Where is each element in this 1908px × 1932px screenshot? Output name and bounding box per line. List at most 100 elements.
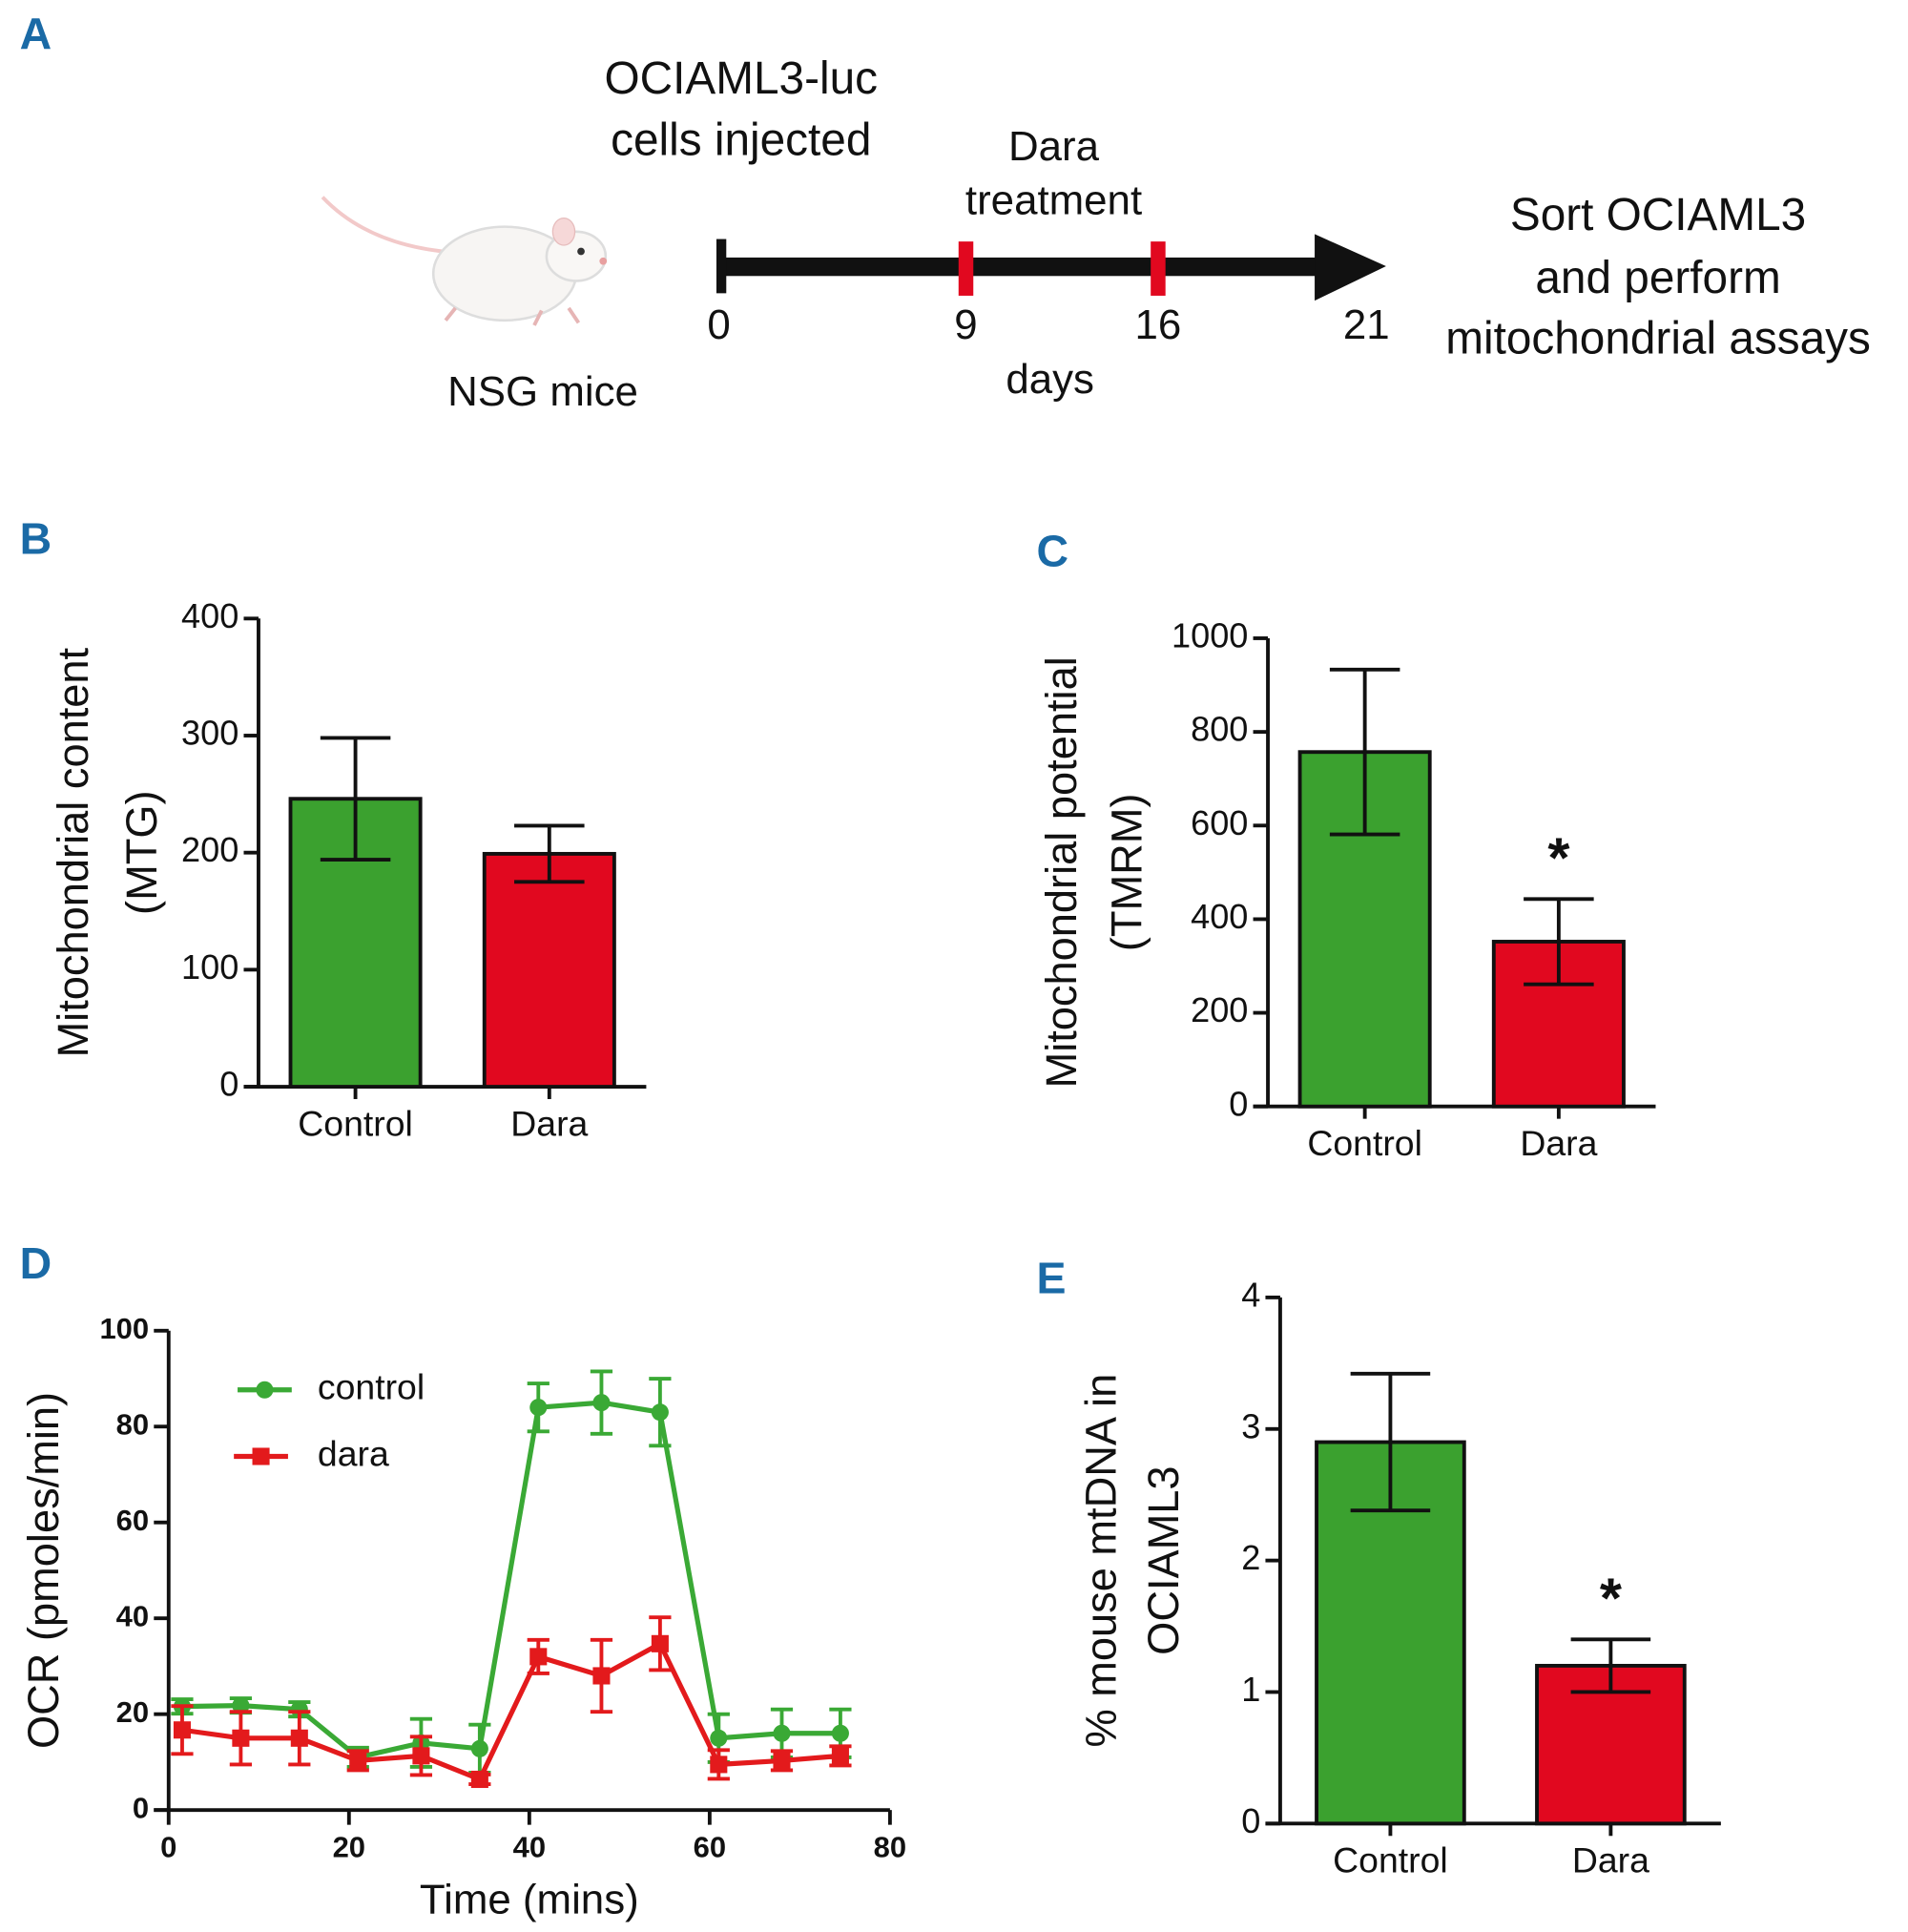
panel-label: D <box>20 1238 52 1288</box>
bar <box>482 851 616 1089</box>
treatment-label: Dara <box>1008 123 1100 170</box>
y-tick-label: 1 <box>1241 1670 1260 1709</box>
y-tick-label: 4 <box>1241 1275 1260 1314</box>
panel-label: B <box>20 514 52 564</box>
legend-marker <box>252 1447 270 1465</box>
x-axis-label: Time (mins) <box>420 1877 639 1923</box>
x-tick-label: 20 <box>333 1831 365 1864</box>
panel-label: C <box>1036 526 1068 575</box>
point <box>173 1721 191 1739</box>
y-tick-label: 1000 <box>1172 616 1248 655</box>
y-tick-label: 3 <box>1241 1406 1260 1445</box>
point <box>529 1399 548 1417</box>
y-tick-label: 400 <box>1191 897 1248 936</box>
x-tick-label: Dara <box>1572 1840 1649 1880</box>
point <box>290 1700 308 1718</box>
point <box>470 1770 488 1789</box>
annotation: * <box>1547 825 1570 889</box>
outcome-label: and perform <box>1535 253 1780 303</box>
x-tick-label: 0 <box>160 1831 176 1864</box>
y-tick-label: 300 <box>181 714 238 753</box>
annotation: * <box>1600 1566 1623 1630</box>
panel: E 0 1 2 3 4 % mouse mtDNA in OCIAML3 Control Dara… <box>1036 1253 1721 1880</box>
y-axis-label: (MTG) <box>117 790 166 915</box>
y-tick-label: 40 <box>116 1599 149 1632</box>
y-axis-label: OCIAML3 <box>1139 1465 1188 1654</box>
point <box>710 1755 728 1774</box>
injection-label: cells injected <box>611 114 871 165</box>
x-tick-label: 80 <box>874 1831 906 1864</box>
point <box>412 1747 430 1765</box>
timeline-bar <box>718 257 1322 277</box>
series-line <box>181 1400 840 1760</box>
y-tick-label: 20 <box>116 1695 149 1729</box>
point <box>592 1394 611 1412</box>
legend-marker <box>256 1381 274 1399</box>
y-axis-label: % mouse mtDNA in <box>1076 1374 1125 1748</box>
point <box>773 1724 791 1742</box>
x-tick-label: Control <box>1333 1840 1448 1880</box>
x-tick-label: Dara <box>510 1103 588 1143</box>
y-axis-label: Mitochondrial potential <box>1037 656 1086 1088</box>
legend-label: control <box>318 1367 425 1407</box>
point <box>470 1739 488 1757</box>
y-tick-label: 0 <box>219 1065 238 1104</box>
y-tick-label: 200 <box>1191 990 1248 1029</box>
y-tick-label: 0 <box>133 1791 149 1824</box>
point <box>592 1667 611 1685</box>
timeline-start <box>716 239 727 294</box>
timeline-label: days <box>1006 356 1094 403</box>
point <box>529 1648 548 1666</box>
injection-label: OCIAML3-luc <box>605 53 878 104</box>
panel-label: E <box>1036 1253 1066 1302</box>
x-tick-label: Dara <box>1520 1123 1597 1163</box>
point <box>710 1729 728 1747</box>
mouse-label: NSG mice <box>447 368 638 415</box>
x-tick-label: 40 <box>513 1831 546 1864</box>
outcome-label: mitochondrial assays <box>1445 313 1871 364</box>
panel-a: A NSG mice OCIAML3-luc cells injected Da… <box>20 9 1871 415</box>
timeline-tick-label: 21 <box>1343 301 1390 348</box>
legend-label: dara <box>318 1433 389 1473</box>
panel-label: A <box>20 9 52 58</box>
y-tick-label: 600 <box>1191 803 1248 842</box>
y-tick-label: 80 <box>116 1407 149 1441</box>
y-tick-label: 2 <box>1241 1538 1260 1577</box>
panel: B 0 100 200 300 400 Mitochondrial content (MTG)… <box>20 514 647 1143</box>
y-tick-label: 400 <box>181 596 238 635</box>
timeline-tick-label: 16 <box>1135 301 1182 348</box>
y-axis-label: (TMRM) <box>1102 794 1151 952</box>
outcome-label: Sort OCIAML3 <box>1510 190 1806 240</box>
mouse-icon <box>321 196 608 326</box>
treatment-label: treatment <box>965 177 1142 224</box>
y-tick-label: 0 <box>1229 1084 1248 1123</box>
treatment-mark <box>1151 241 1166 296</box>
timeline-tick-label: 9 <box>954 301 977 348</box>
x-tick-label: Control <box>298 1103 413 1143</box>
y-tick-label: 800 <box>1191 710 1248 749</box>
point <box>232 1696 250 1714</box>
point <box>773 1752 791 1770</box>
y-axis-label: OCR (pmoles/min) <box>19 1392 68 1749</box>
panel: C 0 200 400 600 800 1000 Mitochondrial potentia… <box>1036 526 1656 1163</box>
timeline-arrow <box>1315 234 1386 301</box>
x-tick-label: 60 <box>694 1831 726 1864</box>
series-line <box>181 1640 841 1783</box>
point <box>831 1724 849 1742</box>
y-tick-label: 200 <box>181 830 238 869</box>
point <box>651 1403 669 1422</box>
y-tick-label: 100 <box>99 1312 149 1345</box>
y-axis-label: Mitochondrial content <box>49 647 97 1057</box>
y-tick-label: 0 <box>1241 1801 1260 1840</box>
treatment-mark <box>958 241 974 296</box>
point <box>831 1747 849 1765</box>
panel: D 0 20 40 60 80 100 OCR (pmoles/min) 0 20 40 60 80 Ti… <box>19 1238 906 1923</box>
timeline-tick-label: 0 <box>707 301 730 348</box>
point <box>232 1729 250 1747</box>
y-tick-label: 100 <box>181 947 238 987</box>
y-tick-label: 60 <box>116 1504 149 1537</box>
point <box>290 1729 308 1747</box>
point <box>349 1752 367 1770</box>
point <box>651 1634 669 1652</box>
